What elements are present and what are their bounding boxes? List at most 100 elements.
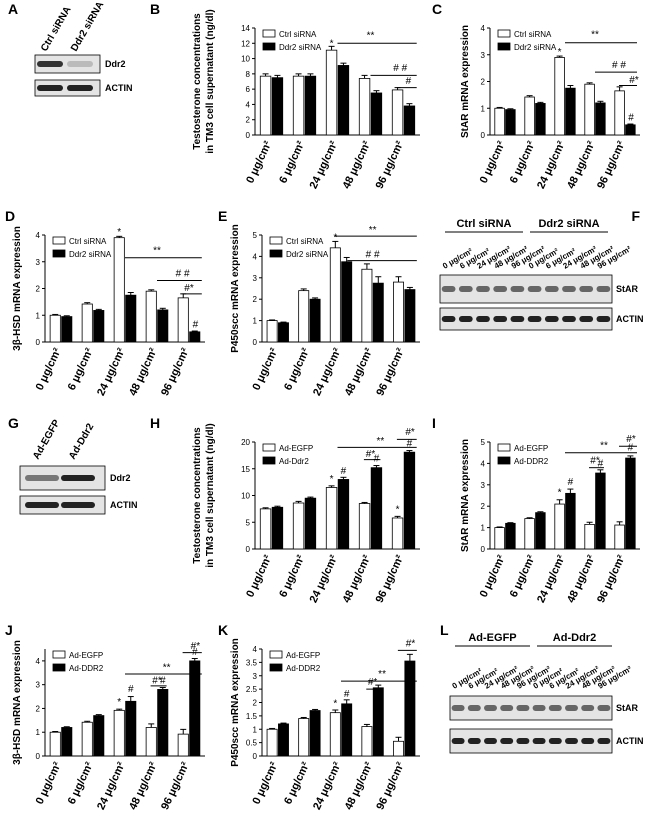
y-tick-label: 3 [36,258,41,267]
x-tick-label: 6 μg/cm² [66,760,96,806]
blot-band [458,286,473,292]
bar [361,268,373,343]
bar [625,457,636,550]
legend-swatch [262,456,276,465]
bar [535,103,546,136]
annotation: ** [591,29,599,40]
annotation: #* [626,434,636,445]
bar [189,331,201,343]
lane-label: Ctrl siRNA [39,5,74,54]
annotation: * [396,505,400,516]
legend-swatch [262,443,276,452]
y-tick-label: 10 [241,492,250,501]
y-tick-label: 2 [246,116,251,125]
row-label: ACTIN [110,500,138,510]
legend-swatch [52,236,66,245]
blot-box [439,307,613,331]
panel-label: K [218,622,228,638]
blot-band [581,738,595,744]
x-tick-label: 0 μg/cm² [34,760,64,806]
blot-band [451,705,465,711]
bar [358,78,371,136]
blot-band [597,705,611,711]
annotation: #* [406,638,416,649]
x-tick-label: 48 μg/cm² [343,346,376,398]
bar [113,237,125,343]
x-tick-label: 48 μg/cm² [341,553,374,605]
blot-band [476,316,490,322]
group-label: Ddr2 siRNA [538,218,599,230]
x-tick-label: 6 μg/cm² [66,346,96,392]
legend-swatch [269,650,283,659]
y-tick-label: 4 [36,231,41,240]
panel-label: B [150,1,160,17]
bar [125,294,137,343]
annotation: # [407,438,413,449]
annotation: # [341,466,347,477]
panel-label: H [150,415,160,431]
y-tick-label: 3.5 [246,658,258,667]
bar [292,502,305,550]
x-tick-label: 96 μg/cm² [374,139,407,191]
x-tick-label: 6 μg/cm² [282,760,312,806]
x-tick-label: 48 μg/cm² [341,139,374,191]
bar [565,492,576,550]
annotation: # [344,689,350,700]
lane-label: Ad-EGFP [31,418,63,462]
blot-band [67,85,93,91]
blot-band [596,316,611,322]
annotation: ** [153,246,161,257]
bar [259,508,272,550]
bar [403,451,416,550]
blot-band [37,85,63,91]
blot-band [516,738,530,744]
x-tick-label: 48 μg/cm² [565,139,598,191]
annotation: ** [378,669,386,680]
blot-band [67,61,93,67]
blot-band [597,738,611,744]
blot-band [484,738,497,744]
blot-band [596,286,611,292]
panel-label: E [218,208,227,224]
annotation: * [117,697,121,708]
y-tick-label: 0 [481,545,486,554]
x-tick-label: 24 μg/cm² [311,760,344,812]
y-tick-label: 4 [36,657,41,666]
x-tick-label: 48 μg/cm² [127,760,160,812]
bar [404,289,416,343]
x-tick-label: 0 μg/cm² [251,346,281,392]
blot-band [548,738,562,744]
blot-band [532,705,546,711]
legend-label: Ddr2 siRNA [286,250,329,259]
y-tick-label: 4 [253,252,258,261]
legend-label: Ad-DDR2 [69,664,104,673]
legend-swatch [52,663,66,672]
annotation: # [628,112,634,123]
bar [61,316,73,343]
y-tick-label: 2 [253,699,258,708]
y-tick-label: 1 [36,728,41,737]
annotation: # [193,319,199,330]
blot-band [441,316,456,322]
blot-band [544,316,559,322]
blot-band [565,738,578,744]
bar [49,314,61,343]
legend-label: Ad-EGFP [286,651,320,660]
legend-swatch [269,663,283,672]
row-label: Ddr2 [110,473,131,483]
y-axis-label: 3β-HSD mRNA expression [12,640,23,765]
bar [292,75,305,136]
blot-band [527,286,542,292]
x-tick-label: 96 μg/cm² [374,760,407,812]
x-tick-label: 96 μg/cm² [159,760,192,812]
legend-label: Ad-DDR2 [514,457,549,466]
y-tick-label: 4 [481,24,486,33]
annotation: * [333,699,337,710]
panel-label: G [8,415,19,431]
panel-label: F [631,208,640,224]
annotation: # [598,459,604,470]
group-label: Ad-EGFP [468,632,516,644]
blot-band [500,705,514,711]
annotation: #* [405,427,415,438]
y-tick-label: 0.5 [246,739,258,748]
